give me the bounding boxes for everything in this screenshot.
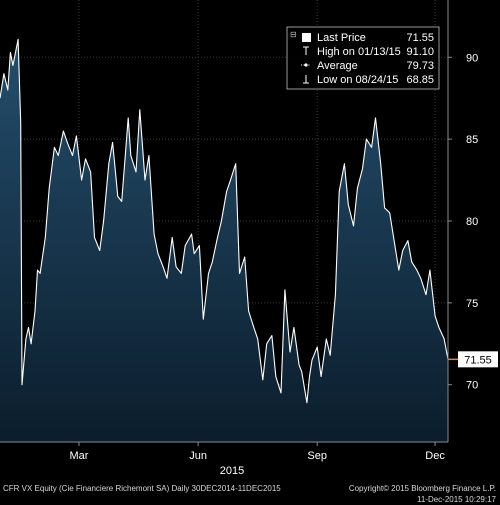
y-tick-label: 75 — [466, 298, 478, 310]
last-price-box — [458, 351, 498, 368]
y-tick-label: 70 — [466, 380, 478, 392]
legend-value: 71.55 — [406, 32, 434, 44]
last-price-label: 71.55 — [464, 354, 492, 366]
y-tick-label: 90 — [466, 52, 478, 64]
chart-svg: 70 75 80 85 90 Mar Jun Sep Dec 2015 71.55 ⊟ Last… — [0, 0, 498, 477]
x-tick-label: Mar — [70, 450, 89, 462]
legend-collapse-icon: ⊟ — [290, 30, 297, 39]
x-tick-label: Sep — [307, 450, 327, 462]
filled-square-icon — [302, 33, 311, 42]
low-marker-icon — [303, 75, 309, 84]
last-price-tag: 71.55 — [448, 351, 498, 368]
chart-footer: CFR VX Equity (Cie Financiere Richemont … — [0, 480, 500, 505]
footer-copyright-block: Copyright© 2015 Bloomberg Finance L.P. 1… — [349, 483, 496, 505]
legend-label: Average — [317, 60, 358, 72]
x-axis-year-label: 2015 — [220, 465, 244, 477]
x-tick-label: Dec — [425, 450, 445, 462]
high-marker-icon — [303, 46, 309, 55]
legend-box: ⊟ Last Price 71.55 High on 01/13/15 91.10 Ave… — [286, 26, 440, 90]
legend-label: Last Price — [317, 32, 366, 44]
footer-timestamp: 11-Dec-2015 10:29:17 — [416, 495, 496, 504]
x-axis: Mar Jun Sep Dec — [70, 442, 445, 462]
average-marker-icon-dot — [304, 63, 308, 67]
y-axis: 70 75 80 85 90 — [448, 52, 478, 392]
legend-label: Low on 08/24/15 — [317, 74, 398, 86]
footer-copyright: Copyright© 2015 Bloomberg Finance L.P. — [348, 484, 496, 493]
legend-frame — [286, 26, 440, 90]
price-area-fill — [0, 39, 448, 443]
x-tick-label: Jun — [189, 450, 207, 462]
y-tick-label: 80 — [466, 216, 478, 228]
legend-label: High on 01/13/15 — [317, 46, 401, 58]
y-tick-label: 85 — [466, 134, 478, 146]
price-line — [0, 38, 449, 404]
legend-value: 68.85 — [406, 74, 434, 86]
legend-value: 91.10 — [406, 46, 434, 58]
legend-value: 79.73 — [406, 60, 434, 72]
footer-security-description: CFR VX Equity (Cie Financiere Richemont … — [3, 484, 281, 493]
